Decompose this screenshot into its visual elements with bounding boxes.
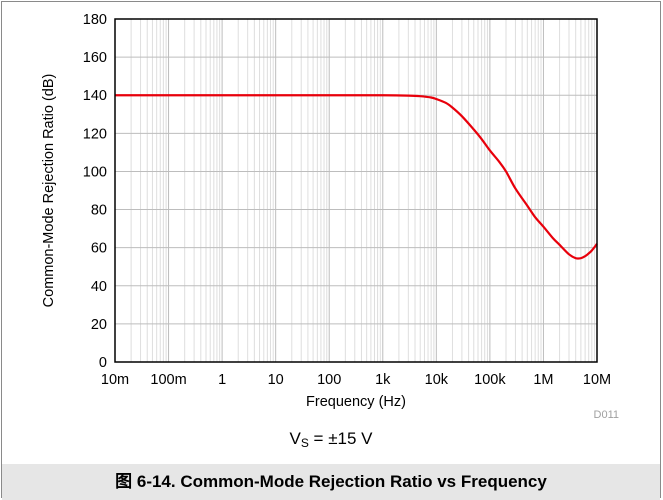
condition-suffix: = ±15 V bbox=[308, 429, 373, 448]
y-tick-label: 100 bbox=[83, 164, 107, 180]
x-tick-label: 100 bbox=[317, 372, 341, 388]
condition-subscript: S bbox=[300, 436, 309, 450]
x-tick-label: 1k bbox=[375, 372, 391, 388]
x-tick-label: 10k bbox=[425, 372, 449, 388]
series-line bbox=[115, 94, 598, 260]
major-gridlines bbox=[114, 18, 598, 363]
y-tick-label: 40 bbox=[91, 279, 107, 295]
condition-prefix: V bbox=[289, 429, 301, 448]
plot-border bbox=[114, 18, 598, 363]
x-tick-label: 10 bbox=[268, 372, 284, 388]
x-tick-label: 1 bbox=[218, 372, 226, 388]
y-tick-label: 120 bbox=[83, 126, 107, 142]
x-tick-label: 10m bbox=[101, 372, 129, 388]
document-id: D011 bbox=[594, 409, 619, 421]
y-tick-label: 0 bbox=[99, 355, 107, 371]
tick-labels: 10m 100m 1 10 100 1k 10k 100k 1M 10M 0 20 40 60 80 100 1… bbox=[83, 12, 611, 388]
y-tick-label: 80 bbox=[91, 203, 107, 219]
x-axis-label: Frequency (Hz) bbox=[306, 394, 406, 410]
y-axis-label: Common-Mode Rejection Ratio (dB) bbox=[41, 74, 57, 308]
x-tick-label: 10M bbox=[583, 372, 611, 388]
y-tick-label: 180 bbox=[83, 12, 107, 28]
figure-caption: 图 6-14. Common-Mode Rejection Ratio vs F… bbox=[2, 464, 660, 500]
x-tick-label: 100m bbox=[150, 372, 186, 388]
x-tick-label: 100k bbox=[474, 372, 506, 388]
cmrr-chart: 10m 100m 1 10 100 1k 10k 100k 1M 10M 0 20 40 60 80 100 1… bbox=[41, 12, 619, 421]
y-tick-label: 20 bbox=[91, 317, 107, 333]
y-tick-label: 60 bbox=[91, 241, 107, 257]
test-condition: VS = ±15 V bbox=[2, 429, 660, 450]
y-tick-label: 160 bbox=[83, 50, 107, 66]
y-tick-label: 140 bbox=[83, 88, 107, 104]
minor-gridlines bbox=[130, 19, 596, 362]
x-tick-label: 1M bbox=[533, 372, 553, 388]
